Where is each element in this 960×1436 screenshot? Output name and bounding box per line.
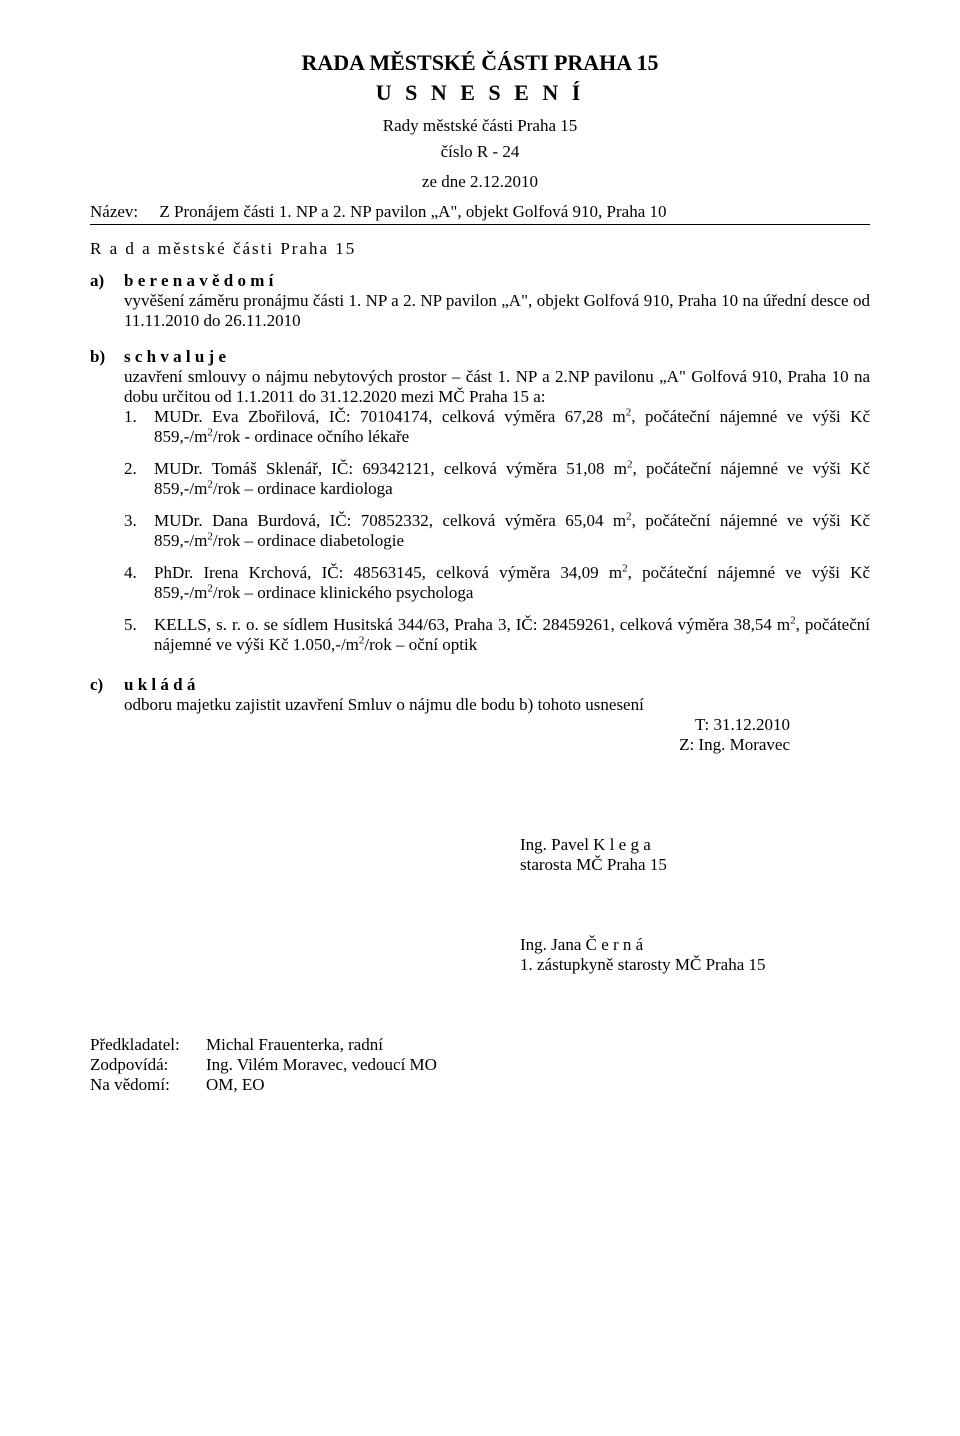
list-item-number: 3. <box>124 511 144 551</box>
list-item: 4.PhDr. Irena Krchová, IČ: 48563145, cel… <box>124 563 870 603</box>
name-row: Název: Z Pronájem části 1. NP a 2. NP pa… <box>90 202 870 222</box>
point-a-letter: a) <box>90 271 114 331</box>
sig1-title: starosta MČ Praha 15 <box>520 855 870 875</box>
footer-l3-label: Na vědomí: <box>90 1075 200 1095</box>
footer-l1-value: Michal Frauenterka, radní <box>206 1035 383 1055</box>
sig2-name: Ing. Jana Č e r n á <box>520 935 870 955</box>
list-item-number: 1. <box>124 407 144 447</box>
doc-type: U S N E S E N Í <box>90 80 870 106</box>
footer-block: Předkladatel: Michal Frauenterka, radní … <box>90 1035 870 1095</box>
point-c-line1: odboru majetku zajistit uzavření Smluv o… <box>124 695 870 715</box>
signature-1: Ing. Pavel K l e g a starosta MČ Praha 1… <box>520 835 870 875</box>
name-value: Z Pronájem části 1. NP a 2. NP pavilon „… <box>159 202 666 221</box>
sig2-title: 1. zástupkyně starosty MČ Praha 15 <box>520 955 870 975</box>
point-c-letter: c) <box>90 675 114 755</box>
section-head: R a d a městské části Praha 15 <box>90 239 870 259</box>
list-item-body: MUDr. Dana Burdová, IČ: 70852332, celkov… <box>154 511 870 551</box>
list-item: 1.MUDr. Eva Zbořilová, IČ: 70104174, cel… <box>124 407 870 447</box>
footer-l1-label: Předkladatel: <box>90 1035 200 1055</box>
point-c: c) u k l á d á odboru majetku zajistit u… <box>90 675 870 755</box>
list-item-body: MUDr. Eva Zbořilová, IČ: 70104174, celko… <box>154 407 870 447</box>
footer-l2-value: Ing. Vilém Moravec, vedoucí MO <box>206 1055 437 1075</box>
point-c-heading: u k l á d á <box>124 675 870 695</box>
list-item-body: PhDr. Irena Krchová, IČ: 48563145, celko… <box>154 563 870 603</box>
divider <box>90 224 870 225</box>
name-label: Název: <box>90 202 138 221</box>
point-c-term: T: 31.12.2010 <box>695 715 790 734</box>
point-a-heading: b e r e n a v ě d o m í <box>124 271 870 291</box>
point-b-items: 1.MUDr. Eva Zbořilová, IČ: 70104174, cel… <box>124 407 870 655</box>
point-b: b) s c h v a l u j e uzavření smlouvy o … <box>90 347 870 667</box>
list-item: 2.MUDr. Tomáš Sklenář, IČ: 69342121, cel… <box>124 459 870 499</box>
authority-title: RADA MĚSTSKÉ ČÁSTI PRAHA 15 <box>90 50 870 76</box>
list-item: 3.MUDr. Dana Burdová, IČ: 70852332, celk… <box>124 511 870 551</box>
point-b-heading: s c h v a l u j e <box>124 347 870 367</box>
point-b-letter: b) <box>90 347 114 667</box>
list-item-number: 4. <box>124 563 144 603</box>
point-a: a) b e r e n a v ě d o m í vyvěšení zámě… <box>90 271 870 331</box>
point-a-text: vyvěšení záměru pronájmu části 1. NP a 2… <box>124 291 870 331</box>
footer-l2-label: Zodpovídá: <box>90 1055 200 1075</box>
list-item-number: 2. <box>124 459 144 499</box>
list-item-body: KELLS, s. r. o. se sídlem Husitská 344/6… <box>154 615 870 655</box>
list-item-body: MUDr. Tomáš Sklenář, IČ: 69342121, celko… <box>154 459 870 499</box>
point-c-resp: Z: Ing. Moravec <box>679 735 790 754</box>
list-item: 5.KELLS, s. r. o. se sídlem Husitská 344… <box>124 615 870 655</box>
footer-l3-value: OM, EO <box>206 1075 265 1095</box>
list-item-number: 5. <box>124 615 144 655</box>
doc-number: číslo R - 24 <box>90 142 870 162</box>
page: RADA MĚSTSKÉ ČÁSTI PRAHA 15 U S N E S E … <box>0 0 960 1436</box>
subtitle: Rady městské části Praha 15 <box>90 116 870 136</box>
point-b-intro: uzavření smlouvy o nájmu nebytových pros… <box>124 367 870 407</box>
signature-2: Ing. Jana Č e r n á 1. zástupkyně staros… <box>520 935 870 975</box>
doc-date: ze dne 2.12.2010 <box>90 172 870 192</box>
sig1-name: Ing. Pavel K l e g a <box>520 835 870 855</box>
